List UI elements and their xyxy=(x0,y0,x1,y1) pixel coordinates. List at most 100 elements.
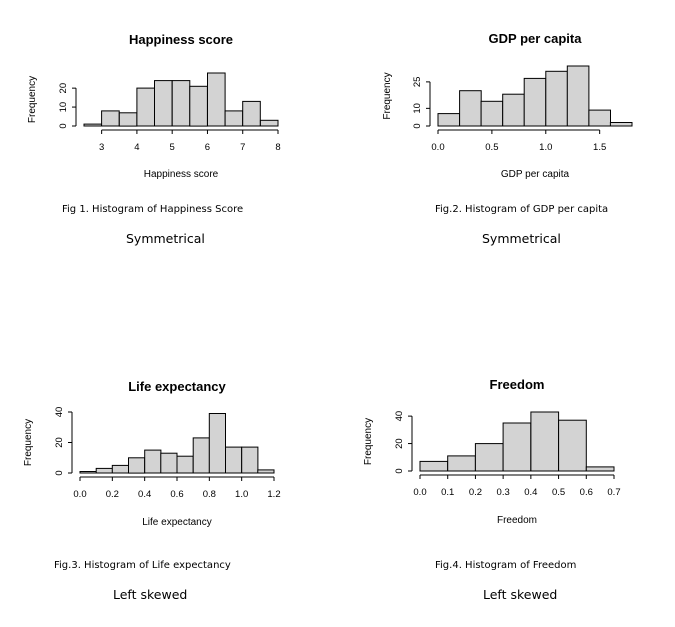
x-tick-label: 0.6 xyxy=(580,487,593,498)
y-axis-label: Frequency xyxy=(23,419,34,466)
histogram-bar xyxy=(459,90,482,127)
x-tick-label: 8 xyxy=(275,142,280,153)
histogram-bar xyxy=(530,411,560,472)
y-axis-label: Frequency xyxy=(363,418,374,465)
histogram-bar xyxy=(558,419,587,472)
y-axis-label: Frequency xyxy=(27,76,38,123)
histogram-bar xyxy=(171,80,191,127)
x-tick-label: 0.3 xyxy=(497,487,510,498)
x-axis-label: Freedom xyxy=(497,515,537,526)
y-axis-label: Frequency xyxy=(382,72,393,119)
y-tick-label: 20 xyxy=(54,437,65,448)
y-tick-label: 0 xyxy=(412,123,423,128)
y-tick-label: 0 xyxy=(58,123,69,128)
histogram-bar xyxy=(128,457,146,474)
histogram-bar xyxy=(241,446,259,474)
histogram-bar xyxy=(208,413,227,474)
chart-title: Life expectancy xyxy=(128,379,226,394)
histogram-bar xyxy=(176,455,194,474)
x-tick-label: 0.1 xyxy=(441,487,454,498)
remark-fig3: Left skewed xyxy=(113,587,188,602)
histogram-bar xyxy=(609,122,633,127)
histogram-bar xyxy=(585,466,615,472)
x-tick-label: 0.5 xyxy=(485,142,498,153)
chart-title: Freedom xyxy=(490,377,545,392)
chart-title: Happiness score xyxy=(129,32,233,47)
histogram-bar xyxy=(523,77,547,127)
histogram-bar xyxy=(545,70,568,127)
x-tick-label: 0.4 xyxy=(138,489,151,500)
x-tick-label: 0.7 xyxy=(607,487,620,498)
y-tick-label: 20 xyxy=(394,438,405,449)
x-tick-label: 0.4 xyxy=(524,487,537,498)
histogram-bar xyxy=(259,119,279,127)
histogram-3: Life expectancy 0.0 0.2 0.4 0.6 0.8 1.0 1.2 0 20 4… xyxy=(23,379,281,528)
histogram-bar xyxy=(136,87,155,127)
x-tick-label: 0.6 xyxy=(170,489,183,500)
y-tick-label: 10 xyxy=(412,103,423,114)
x-tick-label: 0.0 xyxy=(431,142,444,153)
x-tick-label: 1.0 xyxy=(235,489,248,500)
histogram-bar xyxy=(242,100,261,127)
x-tick-label: 6 xyxy=(205,142,210,153)
histogram-bar xyxy=(419,460,449,472)
histogram-bar xyxy=(207,72,226,127)
histogram-bar xyxy=(588,109,612,127)
histogram-bar xyxy=(437,113,461,127)
x-tick-label: 7 xyxy=(240,142,245,153)
histogram-bar xyxy=(474,443,504,472)
caption-fig4: Fig.4. Histogram of Freedom xyxy=(435,560,577,571)
histogram-bar xyxy=(160,452,178,474)
histogram-bar xyxy=(224,110,244,127)
x-tick-label: 1.5 xyxy=(593,142,606,153)
histogram-2: GDP per capita 0.0 0.5 1.0 1.5 0 10 25 GDP per c… xyxy=(382,31,633,180)
histogram-bar xyxy=(79,471,97,474)
histogram-bar xyxy=(95,467,113,474)
x-tick-label: 4 xyxy=(134,142,139,153)
y-tick-label: 20 xyxy=(58,83,69,94)
x-axis-label: Life expectancy xyxy=(142,517,212,528)
histogram-1: Happiness score 3 4 5 6 7 8 0 10 20 Happiness scor… xyxy=(27,32,281,180)
histogram-bar xyxy=(189,85,208,127)
histogram-bar xyxy=(83,123,103,127)
x-tick-label: 0.0 xyxy=(73,489,86,500)
x-tick-label: 0.0 xyxy=(413,487,426,498)
histogram-bar xyxy=(257,469,275,474)
histogram-bar xyxy=(111,464,130,474)
histogram-4: Freedom 0.0 0.1 0.2 0.3 0.4 0.5 0.6 0.7 0 20 40 Free… xyxy=(363,377,621,526)
x-tick-label: 5 xyxy=(170,142,175,153)
histogram-bar xyxy=(566,65,590,127)
x-tick-label: 0.2 xyxy=(469,487,482,498)
caption-fig1: Fig 1. Histogram of Happiness Score xyxy=(62,204,244,215)
x-tick-label: 3 xyxy=(99,142,104,153)
histogram-bar xyxy=(101,110,120,127)
chart-title: GDP per capita xyxy=(489,31,583,46)
histogram-bar xyxy=(192,437,210,474)
caption-fig2: Fig.2. Histogram of GDP per capita xyxy=(435,204,609,215)
y-tick-label: 40 xyxy=(394,411,405,422)
y-tick-label: 25 xyxy=(412,77,423,88)
x-axis-label: GDP per capita xyxy=(501,169,570,180)
histogram-bar xyxy=(447,455,476,472)
caption-fig3: Fig.3. Histogram of Life expectancy xyxy=(54,560,231,571)
x-tick-label: 0.5 xyxy=(552,487,565,498)
y-tick-label: 0 xyxy=(394,468,405,473)
histogram-bar xyxy=(502,422,532,472)
remark-fig4: Left skewed xyxy=(483,587,558,602)
x-tick-label: 0.8 xyxy=(203,489,216,500)
remark-fig2: Symmetrical xyxy=(482,231,561,246)
histogram-bar xyxy=(502,93,525,127)
x-tick-label: 1.0 xyxy=(539,142,552,153)
y-tick-label: 10 xyxy=(58,102,69,113)
x-tick-label: 1.2 xyxy=(267,489,280,500)
histogram-bar xyxy=(118,112,138,127)
x-axis-label: Happiness score xyxy=(144,169,219,180)
x-tick-label: 0.2 xyxy=(106,489,119,500)
histogram-bar xyxy=(480,100,504,127)
remark-fig1: Symmetrical xyxy=(126,231,205,246)
y-tick-label: 40 xyxy=(54,407,65,418)
histogram-bar xyxy=(225,446,243,474)
histogram-bar xyxy=(154,80,173,127)
y-tick-label: 0 xyxy=(54,470,65,475)
